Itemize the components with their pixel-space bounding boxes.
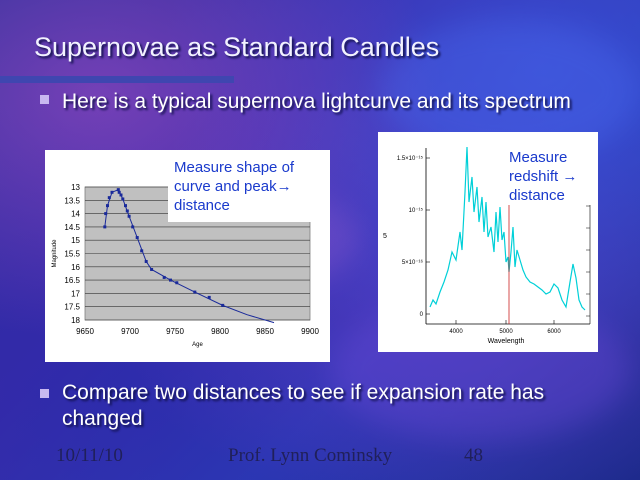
data-point xyxy=(144,259,148,263)
x-tick-label: 9650 xyxy=(76,327,94,336)
bullet-marker xyxy=(40,95,49,104)
data-point xyxy=(121,197,125,201)
y-axis-label: 5 xyxy=(383,233,387,240)
bullet-marker xyxy=(40,389,49,398)
data-point xyxy=(135,236,139,240)
x-axis-label: Age xyxy=(192,342,203,348)
x-tick-label: 9850 xyxy=(256,327,274,336)
spectrum-callout: Measure redshift → distance xyxy=(507,148,595,205)
y-tick-label: 0 xyxy=(420,312,424,318)
y-tick-label: 16 xyxy=(71,263,80,272)
data-point xyxy=(140,249,144,253)
data-point xyxy=(131,225,135,229)
data-point xyxy=(193,290,197,294)
data-point xyxy=(125,209,129,213)
data-point xyxy=(150,267,154,271)
data-point xyxy=(116,188,120,192)
lightcurve-callout: Measure shape of curve and peak→ distanc… xyxy=(168,156,326,222)
x-tick-label: 6000 xyxy=(547,329,561,335)
x-tick-label: 4000 xyxy=(449,329,463,335)
y-tick-label: 14.5 xyxy=(64,223,80,232)
y-tick-label: 14 xyxy=(71,210,80,219)
x-tick-label: 9750 xyxy=(166,327,184,336)
data-point xyxy=(169,278,172,282)
data-point xyxy=(119,193,123,197)
y-tick-label: 13 xyxy=(71,183,80,192)
data-point xyxy=(207,295,211,299)
x-tick-label: 9900 xyxy=(301,327,319,336)
y-tick-label: 15.5 xyxy=(64,250,80,259)
y-tick-label: 18 xyxy=(71,316,80,325)
bullet-text-2: Compare two distances to see if expansio… xyxy=(62,381,545,430)
y-tick-label: 5×10⁻¹⁶ xyxy=(402,259,424,266)
bullet-text-1: Here is a typical supernova lightcurve a… xyxy=(62,90,571,113)
title-underline xyxy=(0,76,234,83)
data-point xyxy=(107,196,111,200)
data-point xyxy=(221,303,225,307)
footer-date: 10/11/10 xyxy=(56,445,123,466)
y-tick-label: 13.5 xyxy=(64,196,80,205)
y-tick-label: 15 xyxy=(71,236,80,245)
x-axis-label: Wavelength xyxy=(488,338,525,345)
footer-page: 48 xyxy=(464,445,483,466)
y-axis-label: Magnitude xyxy=(52,239,58,268)
data-point xyxy=(117,190,121,194)
x-tick-label: 5000 xyxy=(499,329,513,335)
footer-author: Prof. Lynn Cominsky xyxy=(228,445,393,466)
data-point xyxy=(110,190,114,194)
data-point xyxy=(175,281,179,285)
y-tick-label: 17 xyxy=(71,289,80,298)
data-point xyxy=(124,204,127,208)
spectrum-line xyxy=(429,146,586,311)
slide-title: Supernovae as Standard Candles xyxy=(34,32,440,62)
y-tick-label: 17.5 xyxy=(64,303,80,312)
data-point xyxy=(103,225,107,229)
data-point xyxy=(162,275,166,279)
data-point xyxy=(104,212,108,216)
data-point xyxy=(127,214,131,218)
x-tick-label: 9800 xyxy=(211,327,229,336)
y-tick-label: 16.5 xyxy=(64,276,80,285)
data-point xyxy=(106,204,109,208)
x-tick-label: 9700 xyxy=(121,327,139,336)
y-tick-label: 10⁻¹⁵ xyxy=(409,207,424,214)
y-tick-label: 1.5×10⁻¹⁵ xyxy=(397,155,424,162)
